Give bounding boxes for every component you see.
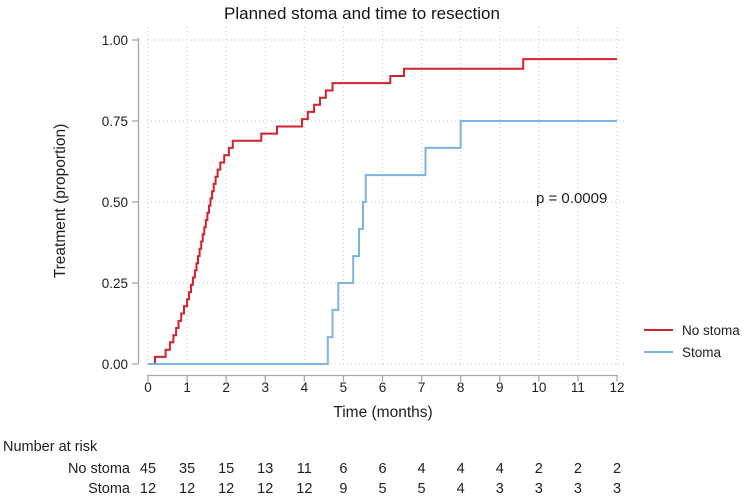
no-stoma-curve <box>148 58 617 365</box>
x-axis-title: Time (months) <box>333 404 433 421</box>
risk-count: 9 <box>339 481 348 497</box>
legend-label: Stoma <box>682 344 722 360</box>
risk-count: 12 <box>179 481 196 497</box>
survival-curves <box>148 58 617 365</box>
x-tick-label: 0 <box>144 380 152 395</box>
risk-count: 5 <box>417 481 426 497</box>
risk-count: 35 <box>179 461 196 477</box>
x-tick-label: 6 <box>378 380 387 395</box>
risk-count: 2 <box>573 461 582 477</box>
x-tick-label: 1 <box>183 380 191 395</box>
y-tick-label: 0.75 <box>101 114 128 129</box>
x-tick-label: 5 <box>339 380 348 395</box>
risk-count: 15 <box>218 461 235 477</box>
risk-count: 3 <box>573 481 582 497</box>
risk-count: 6 <box>339 461 348 477</box>
x-tick-label: 10 <box>531 380 547 395</box>
risk-row-label-no-stoma: No stoma <box>67 461 130 477</box>
risk-count: 12 <box>257 481 274 497</box>
stoma-line-swatch <box>644 351 673 353</box>
risk-count: 2 <box>612 461 622 477</box>
risk-count: 3 <box>534 481 543 497</box>
x-tick-label: 11 <box>570 380 585 395</box>
chart-title: Planned stoma and time to resection <box>224 4 500 23</box>
risk-count: 4 <box>456 461 465 477</box>
no-stoma-line-swatch <box>644 329 673 331</box>
risk-count: 12 <box>296 481 313 497</box>
risk-count: 4 <box>495 461 504 477</box>
legend-label: No stoma <box>682 322 740 338</box>
risk-count: 12 <box>218 481 235 497</box>
risk-count: 3 <box>612 481 622 497</box>
x-tick-label: 8 <box>456 380 465 395</box>
risk-row-label-stoma: Stoma <box>88 481 130 497</box>
x-tick-label: 4 <box>300 380 309 395</box>
legend-item-no-stoma: No stoma <box>644 322 740 338</box>
axes <box>132 38 618 382</box>
stoma-curve <box>148 120 617 365</box>
p-value-annotation: p = 0.0009 <box>536 190 608 207</box>
risk-count: 4 <box>417 461 426 477</box>
y-tick-label: 0.25 <box>101 276 128 291</box>
legend-item-stoma: Stoma <box>644 344 722 360</box>
risk-count: 12 <box>139 481 157 497</box>
risk-count: 45 <box>139 461 157 477</box>
y-tick-label: 0.50 <box>101 195 128 210</box>
x-tick-label: 9 <box>495 380 504 395</box>
x-tick-label: 2 <box>222 380 230 395</box>
risk-count: 5 <box>378 481 387 497</box>
x-tick-label: 12 <box>609 380 625 395</box>
risk-count: 11 <box>296 461 312 477</box>
risk-table-header: Number at risk <box>3 439 98 455</box>
y-tick-label: 0.00 <box>101 357 128 372</box>
x-tick-label: 3 <box>261 380 269 395</box>
risk-count: 2 <box>534 461 543 477</box>
gridlines <box>147 27 624 365</box>
risk-count: 3 <box>495 481 504 497</box>
risk-count: 13 <box>257 461 274 477</box>
risk-count: 4 <box>456 481 465 497</box>
x-tick-label: 7 <box>417 380 426 395</box>
risk-count: 6 <box>378 461 387 477</box>
y-tick-label: 1.00 <box>101 33 128 48</box>
